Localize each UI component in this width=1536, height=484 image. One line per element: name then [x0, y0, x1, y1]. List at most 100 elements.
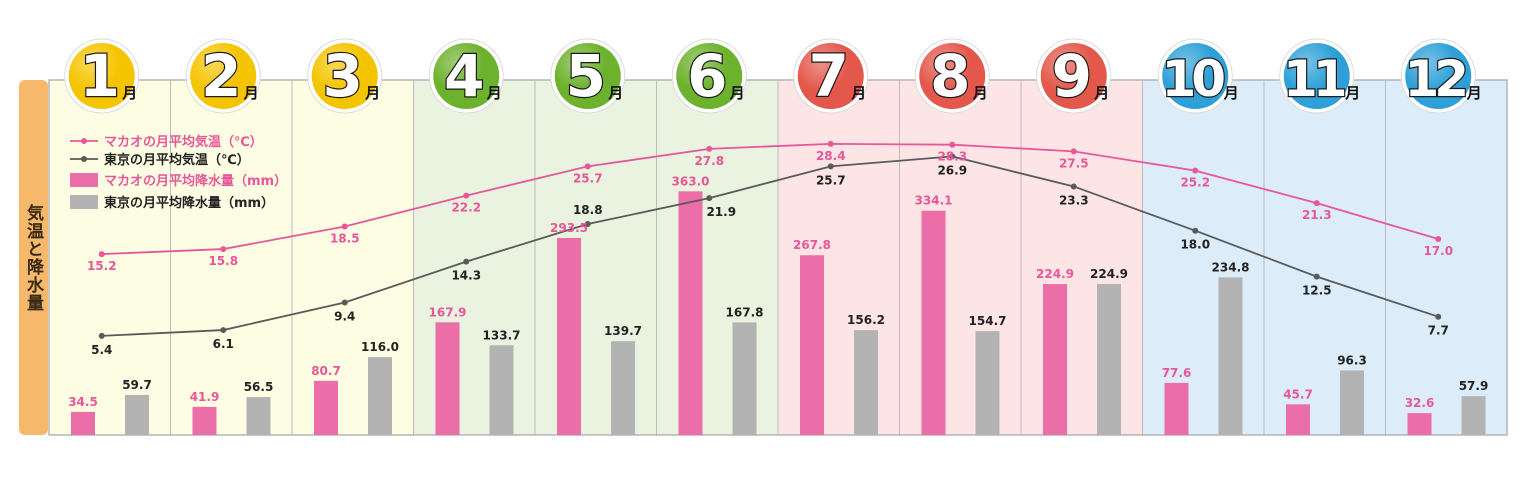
tokyo-temp-point	[827, 163, 834, 170]
tokyo-rain-label: 167.8	[726, 305, 764, 319]
macau-rain-bar	[192, 406, 217, 435]
month-number: 2	[201, 42, 241, 110]
month-column-bg	[656, 80, 778, 435]
tokyo-rain-label: 133.7	[483, 328, 521, 342]
macau-rain-bar	[921, 210, 946, 435]
temperature-lines	[98, 140, 1442, 339]
plot-frame	[48, 79, 1508, 436]
month-column-bg	[170, 80, 292, 435]
tokyo-temp-label: 21.9	[706, 205, 736, 219]
tokyo-rain-bar	[975, 331, 1000, 435]
tokyo-rain-label: 154.7	[969, 314, 1007, 328]
month-badge-shine	[1162, 43, 1229, 109]
macau-rain-label: 34.5	[68, 395, 98, 409]
legend-label: 東京の月平均降水量（mm）	[104, 195, 274, 211]
macau-rain-bar	[1407, 413, 1432, 435]
macau-temp-point	[463, 192, 470, 199]
legend-line-marker	[81, 156, 87, 162]
month-suffix: 月	[607, 84, 623, 102]
macau-temp-point	[341, 223, 348, 230]
legend-label: マカオの月平均降水量（mm）	[104, 173, 287, 189]
tokyo-rain-bar	[1097, 284, 1121, 435]
tokyo-temp-point	[706, 195, 713, 202]
month-badge-shine	[433, 43, 500, 109]
macau-temp-point	[1313, 200, 1320, 207]
tokyo-temp-point	[1313, 273, 1320, 280]
tokyo-rain-bar	[732, 322, 757, 435]
macau-rain-label: 80.7	[311, 364, 341, 378]
tokyo-temp-point	[1435, 313, 1442, 320]
legend-label: 東京の月平均気温（℃）	[104, 152, 250, 168]
legend-bar-swatch	[70, 173, 98, 187]
month-column-bg	[413, 80, 535, 435]
macau-rain-bar	[1164, 382, 1189, 435]
legend-line-marker	[81, 138, 87, 144]
macau-temp-point	[98, 251, 105, 258]
macau-temp-label: 22.2	[451, 201, 481, 215]
month-column-bg	[292, 80, 414, 435]
tokyo-temp-label: 18.0	[1180, 238, 1210, 252]
macau-rain-label: 267.8	[793, 238, 831, 252]
month-number: 3	[323, 42, 363, 110]
legend: マカオの月平均気温（℃） 東京の月平均気温（℃） マカオの月平均降水量（mm） 東京の…	[70, 134, 287, 211]
tokyo-temp-label: 6.1	[213, 337, 234, 351]
month-badge-shine	[1405, 43, 1472, 109]
tokyo-rain-bar	[1461, 396, 1486, 435]
tokyo-temp-label: 5.4	[91, 343, 112, 357]
month-number: 8	[930, 42, 970, 110]
macau-temp-point	[584, 163, 591, 170]
tokyo-rain-label: 156.2	[847, 313, 885, 327]
tokyo-temp-point	[220, 327, 227, 334]
tokyo-temp-label: 12.5	[1302, 284, 1332, 298]
month-suffix: 月	[1223, 84, 1239, 102]
macau-rain-label: 334.1	[915, 194, 953, 208]
macau-temp-label: 28.4	[816, 149, 846, 163]
macau-temp-label: 21.3	[1302, 208, 1332, 222]
tokyo-temp-point	[949, 153, 956, 160]
tokyo-temp-point	[1192, 227, 1199, 234]
precipitation-bars	[71, 191, 1486, 435]
month-badge-shine	[554, 43, 621, 109]
macau-rain-label: 45.7	[1283, 387, 1313, 401]
month-badge-shine	[676, 43, 743, 109]
month-badge-shine	[311, 43, 378, 109]
month-number: 6	[687, 42, 727, 110]
tokyo-rain-label: 56.5	[244, 380, 274, 394]
tokyo-rain-bar	[1218, 277, 1243, 435]
macau-rain-bar	[314, 380, 338, 435]
tokyo-rain-bar	[368, 357, 392, 435]
side-tab	[19, 80, 48, 435]
month-suffix: 月	[243, 84, 259, 102]
month-badge-shine	[1040, 43, 1107, 109]
legend-bar-swatch	[70, 195, 98, 209]
tokyo-temp-label: 23.3	[1059, 193, 1089, 207]
macau-temp-label: 28.3	[937, 150, 967, 164]
side-label: 気温と降水量	[23, 203, 45, 312]
month-column-bg	[1021, 80, 1143, 435]
tokyo-temp-point	[584, 221, 591, 228]
macau-rain-bar	[557, 237, 581, 435]
month-number: 5	[566, 42, 606, 110]
tokyo-rain-bar	[489, 345, 514, 435]
month-column-bg	[1385, 80, 1507, 435]
tokyo-rain-label: 234.8	[1212, 260, 1250, 274]
macau-rain-label: 363.0	[672, 174, 710, 188]
month-column-bg	[1142, 80, 1264, 435]
month-suffix: 月	[364, 84, 380, 102]
macau-temp-label: 25.2	[1180, 176, 1210, 190]
month-suffix: 月	[972, 84, 988, 102]
month-number: 12	[1404, 50, 1465, 108]
tokyo-rain-label: 139.7	[604, 324, 642, 338]
month-column-bg	[49, 80, 171, 435]
macau-rain-label: 224.9	[1036, 267, 1074, 281]
month-number: 11	[1283, 50, 1345, 108]
month-number: 10	[1161, 50, 1224, 108]
tokyo-rain-label: 116.0	[361, 340, 399, 354]
legend-label: マカオの月平均気温（℃）	[104, 134, 263, 150]
month-suffix: 月	[729, 84, 745, 102]
tokyo-rain-bar	[1340, 370, 1364, 435]
tokyo-rain-bar	[611, 341, 635, 435]
month-column-bg	[899, 80, 1021, 435]
